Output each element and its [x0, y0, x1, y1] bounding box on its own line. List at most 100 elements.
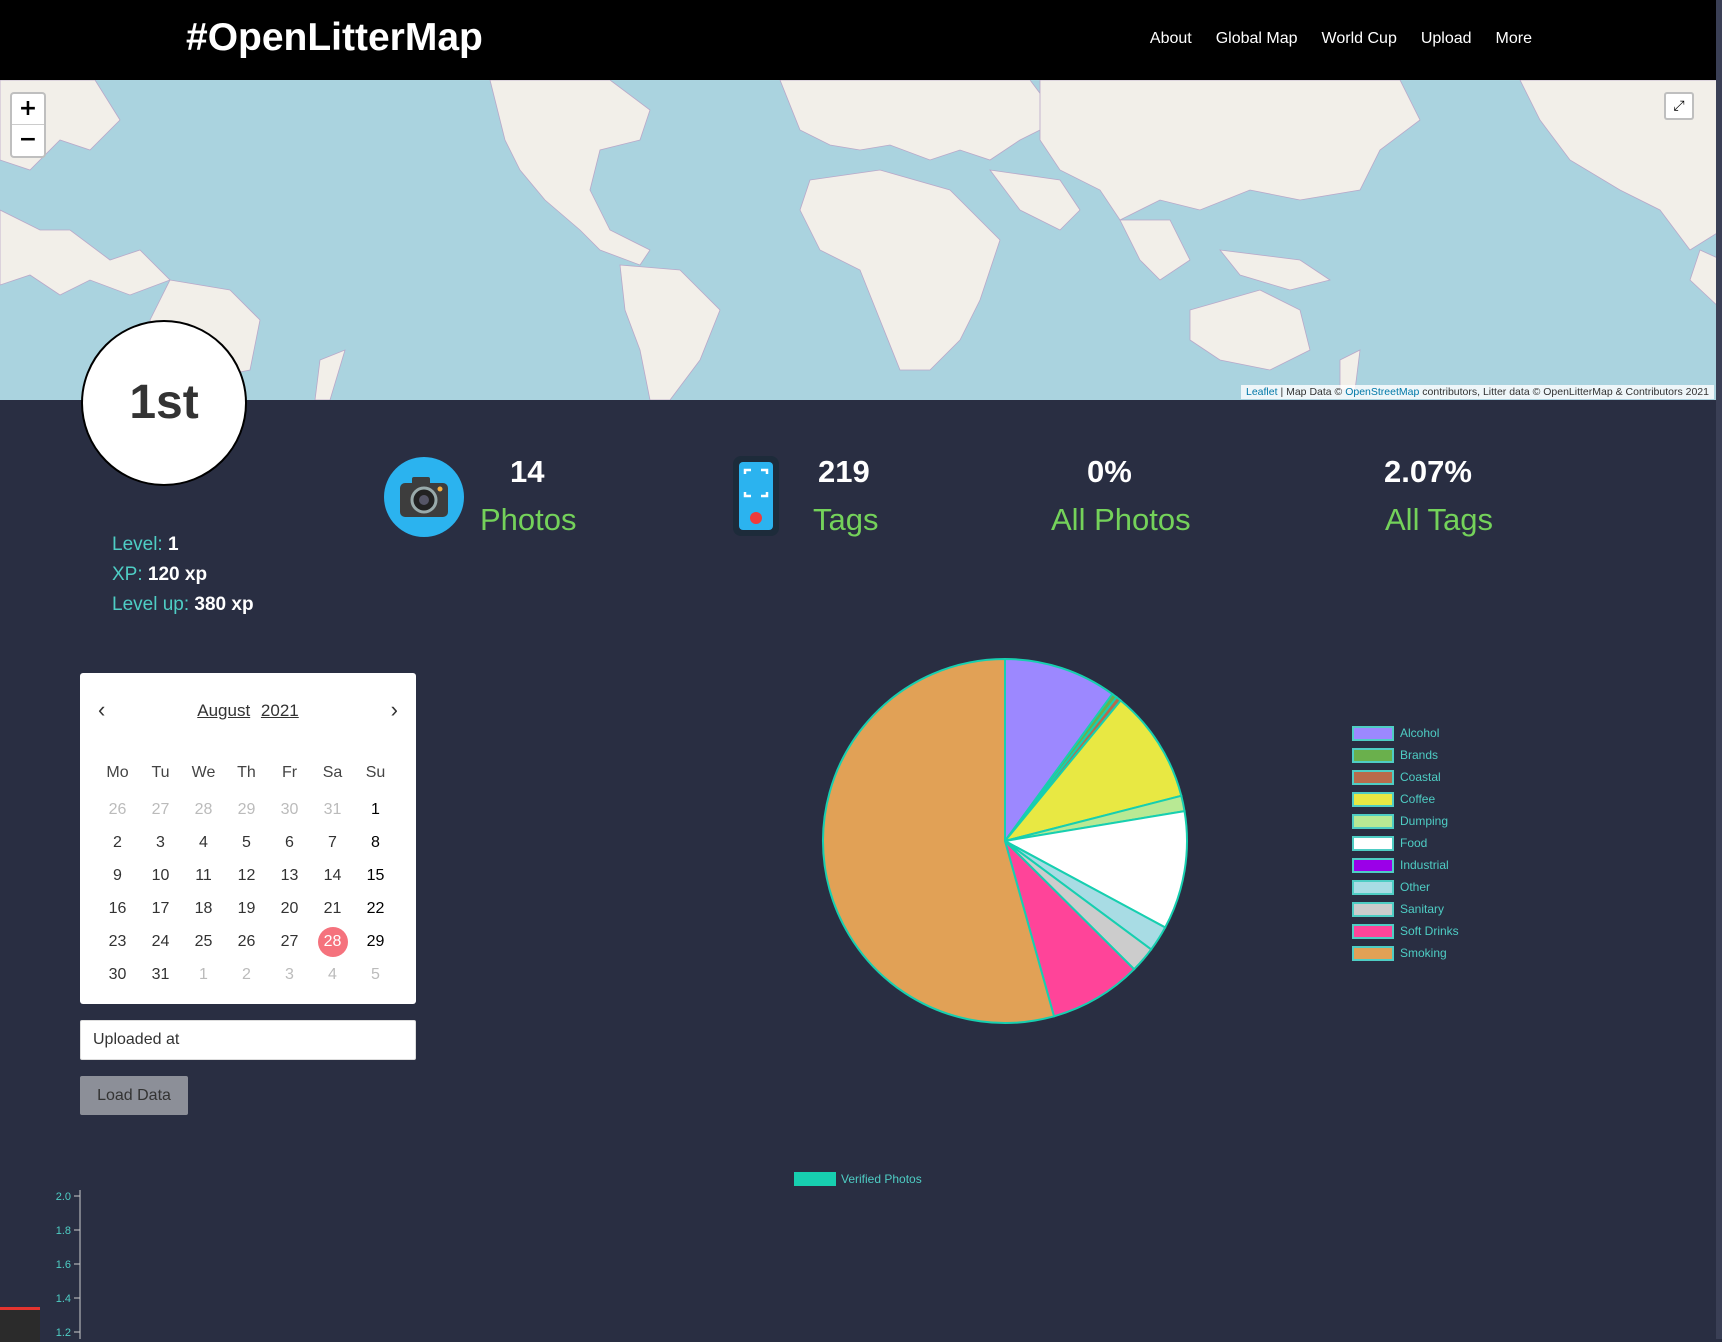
calendar-month[interactable]: August	[197, 701, 251, 720]
weekday-label: Su	[365, 764, 386, 781]
legend-item-alcohol[interactable]: Alcohol	[1352, 722, 1459, 744]
calendar-year[interactable]: 2021	[260, 701, 299, 720]
pie-slice-food[interactable]	[1001, 809, 1188, 929]
legend-item-industrial[interactable]: Industrial	[1352, 854, 1459, 876]
pie-slice-soft-drinks[interactable]	[1003, 837, 1136, 1018]
pie-slice-alcohol[interactable]	[1004, 657, 1114, 845]
selected-day[interactable]: 28	[317, 927, 348, 957]
calendar-day[interactable]: 9	[113, 867, 122, 884]
top-navbar: #OpenLitterMap About Global Map World Cu…	[0, 0, 1722, 80]
calendar-day[interactable]: 24	[151, 933, 170, 950]
calendar-day[interactable]: 5	[371, 966, 380, 983]
legend-item-smoking[interactable]: Smoking	[1352, 942, 1459, 964]
brand-logo[interactable]: #OpenLitterMap	[186, 16, 483, 59]
calendar-day[interactable]: 28	[311, 925, 354, 958]
calendar-day[interactable]: 13	[280, 867, 299, 884]
calendar-day[interactable]: 11	[195, 867, 212, 884]
world-map[interactable]	[0, 80, 1722, 400]
calendar-day[interactable]: 7	[328, 834, 337, 851]
all-tags-label: All Tags	[1385, 502, 1493, 537]
map-attribution: Leaflet | Map Data © OpenStreetMap contr…	[1241, 385, 1714, 399]
calendar-day[interactable]: 6	[285, 834, 294, 851]
calendar-day[interactable]: 22	[366, 900, 385, 917]
calendar-day[interactable]: 21	[323, 900, 342, 917]
chevron-right-icon[interactable]: ›	[390, 697, 398, 722]
calendar-day[interactable]: 20	[280, 900, 299, 917]
all-tags-percent: 2.07%	[1384, 454, 1472, 489]
calendar-day[interactable]: 27	[151, 801, 170, 818]
legend-item-food[interactable]: Food	[1352, 832, 1459, 854]
calendar-day[interactable]: 5	[242, 834, 251, 851]
nav-about[interactable]: About	[1149, 30, 1192, 47]
zoom-out-button[interactable]: −	[18, 127, 38, 152]
calendar-day[interactable]: 31	[151, 966, 170, 983]
osm-link[interactable]: OpenStreetMap	[1345, 386, 1420, 398]
zoom-in-button[interactable]: +	[12, 94, 44, 125]
xp-label: XP:	[112, 564, 143, 585]
uploaded-at-select[interactable]: Uploaded at	[80, 1020, 416, 1060]
legend-item-sanitary[interactable]: Sanitary	[1352, 898, 1459, 920]
chevron-left-icon[interactable]: ‹	[98, 697, 106, 722]
calendar-day[interactable]: 3	[156, 834, 165, 851]
legend-item-dumping[interactable]: Dumping	[1352, 810, 1459, 832]
legend-swatch	[1352, 923, 1394, 939]
phone-scan-icon	[733, 456, 779, 536]
calendar-day[interactable]: 29	[237, 801, 256, 818]
rank-badge: 1st	[81, 320, 247, 486]
legend-item-brands[interactable]: Brands	[1352, 744, 1459, 766]
calendar-day[interactable]: 3	[285, 966, 294, 983]
calendar-day[interactable]: 8	[371, 834, 380, 851]
map-zoom-control: + −	[10, 92, 46, 158]
pie-legend: Alcohol Brands Coastal Coffee Dumping Food Ind…	[1352, 722, 1459, 964]
legend-item-soft-drinks[interactable]: Soft Drinks	[1352, 920, 1459, 942]
legend-swatch	[1352, 857, 1394, 873]
legend-item-other[interactable]: Other	[1352, 876, 1459, 898]
calendar-day[interactable]: 19	[237, 900, 256, 917]
y-tick-label: 1.8	[56, 1225, 71, 1237]
calendar-day[interactable]: 31	[323, 801, 342, 818]
calendar-day[interactable]: 25	[194, 933, 213, 950]
calendar-day[interactable]: 30	[108, 966, 127, 983]
legend-swatch	[1352, 901, 1394, 917]
page-scrollbar[interactable]	[1716, 0, 1722, 1339]
legend-label: Sanitary	[1400, 902, 1445, 916]
laravel-debug-icon[interactable]	[0, 1307, 40, 1342]
calendar-day[interactable]: 15	[366, 867, 385, 884]
legend-item-coastal[interactable]: Coastal	[1352, 766, 1459, 788]
nav-more[interactable]: More	[1495, 30, 1532, 47]
calendar-day[interactable]: 1	[371, 801, 380, 818]
leaflet-link[interactable]: Leaflet	[1246, 386, 1278, 398]
camera-icon	[384, 457, 464, 537]
y-tick-label: 1.4	[56, 1293, 71, 1305]
nav-upload[interactable]: Upload	[1420, 30, 1472, 47]
calendar-day[interactable]: 4	[328, 966, 337, 983]
calendar-day[interactable]: 26	[237, 933, 256, 950]
calendar-day[interactable]: 12	[237, 867, 256, 884]
calendar-day[interactable]: 18	[194, 900, 213, 917]
calendar-day[interactable]: 29	[366, 933, 385, 950]
litter-pie-chart	[822, 657, 1188, 1024]
load-data-button[interactable]: Load Data	[80, 1076, 188, 1115]
nav-world-cup[interactable]: World Cup	[1321, 30, 1397, 47]
legend-item-coffee[interactable]: Coffee	[1352, 788, 1459, 810]
calendar-day[interactable]: 30	[280, 801, 299, 818]
levelup-label: Level up:	[112, 594, 190, 615]
calendar-day[interactable]: 4	[199, 834, 208, 851]
nav-global-map[interactable]: Global Map	[1215, 30, 1298, 47]
calendar-day[interactable]: 23	[108, 933, 127, 950]
y-tick-label: 1.2	[56, 1327, 71, 1339]
calendar-day[interactable]: 17	[151, 900, 170, 917]
pie-slice-smoking[interactable]	[822, 657, 1056, 1024]
calendar-day[interactable]: 14	[323, 867, 342, 884]
calendar-day[interactable]: 28	[194, 801, 213, 818]
calendar-day[interactable]: 10	[151, 867, 170, 884]
weekday-label: Th	[237, 764, 256, 781]
calendar-day[interactable]: 16	[108, 900, 127, 917]
calendar-day[interactable]: 2	[113, 834, 122, 851]
pie-slice-coffee[interactable]	[1002, 699, 1183, 843]
calendar-day[interactable]: 1	[199, 966, 208, 983]
fullscreen-icon[interactable]: ⤢	[1664, 92, 1694, 120]
calendar-day[interactable]: 27	[280, 933, 299, 950]
calendar-day[interactable]: 26	[108, 801, 127, 818]
calendar-day[interactable]: 2	[242, 966, 251, 983]
